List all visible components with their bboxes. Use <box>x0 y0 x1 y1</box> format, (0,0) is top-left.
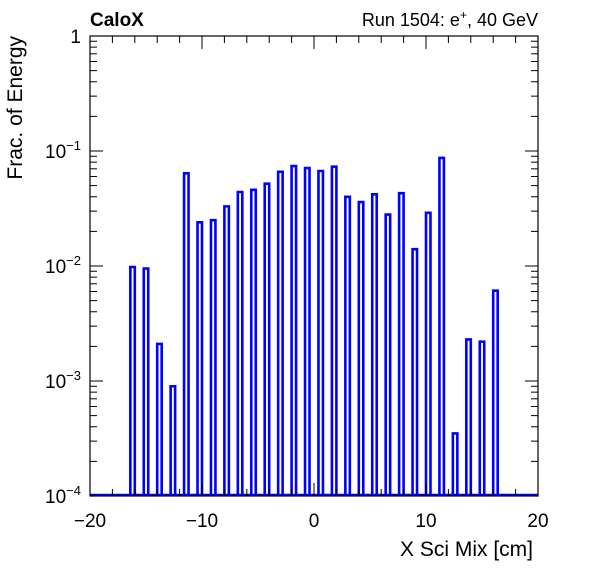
x-tick-label: 0 <box>309 511 320 532</box>
x-tick-label: 10 <box>415 511 436 532</box>
x-tick-label: −10 <box>186 511 218 532</box>
y-axis-label: Frac. of Energy <box>4 36 27 180</box>
histogram-bar <box>478 340 486 495</box>
histogram-bar <box>384 213 392 495</box>
histogram-bar <box>357 200 365 495</box>
x-tick-label: −20 <box>74 511 106 532</box>
x-tick-labels: −20 −10 0 10 20 <box>74 511 549 532</box>
histogram-bar <box>290 164 298 495</box>
histogram-bar <box>169 384 177 495</box>
run-label-sup: + <box>460 8 467 22</box>
histogram-bar <box>317 169 325 495</box>
y-tick-label: 10−2 <box>45 253 81 278</box>
x-axis-label: X Sci Mix [cm] <box>400 538 533 561</box>
axis-ticks <box>89 35 539 497</box>
histogram-bar <box>424 211 432 495</box>
histogram-bar <box>129 265 137 495</box>
histogram-bar <box>263 182 271 495</box>
histogram-bar <box>182 171 190 495</box>
histogram-bar <box>236 190 244 495</box>
x-tick-label: 20 <box>527 511 548 532</box>
histogram-bar <box>249 188 258 495</box>
histogram-bar <box>344 195 352 495</box>
run-label-tail: , 40 GeV <box>467 10 538 30</box>
histogram-bar <box>276 170 284 495</box>
experiment-label: CaloX <box>90 10 144 31</box>
histogram-bar <box>330 165 338 495</box>
histogram-bar <box>142 267 150 495</box>
histogram-bar <box>196 220 204 495</box>
histogram-bar <box>491 289 499 495</box>
histogram-bar <box>451 432 459 495</box>
run-label: Run 1504: e+, 40 GeV <box>362 8 538 30</box>
histogram-bar <box>370 193 379 495</box>
histogram-bar <box>155 342 163 495</box>
y-tick-label: 10−1 <box>45 138 81 163</box>
run-label-main: Run 1504: e <box>362 10 460 30</box>
histogram-bar <box>223 205 231 495</box>
y-tick-label: 10−3 <box>45 368 81 393</box>
histogram-bar <box>303 166 311 495</box>
histogram-bar <box>411 247 419 495</box>
plot-frame <box>89 35 539 497</box>
y-tick-labels: 10−4 10−3 10−2 10−1 1 <box>45 27 81 508</box>
histogram-bar <box>209 218 217 495</box>
y-tick-label: 1 <box>70 27 81 48</box>
histogram-bar <box>397 191 405 495</box>
y-tick-label: 10−4 <box>45 483 81 508</box>
histogram-bar <box>438 156 446 495</box>
histogram-bars <box>90 156 538 497</box>
histogram-bar <box>465 338 473 495</box>
